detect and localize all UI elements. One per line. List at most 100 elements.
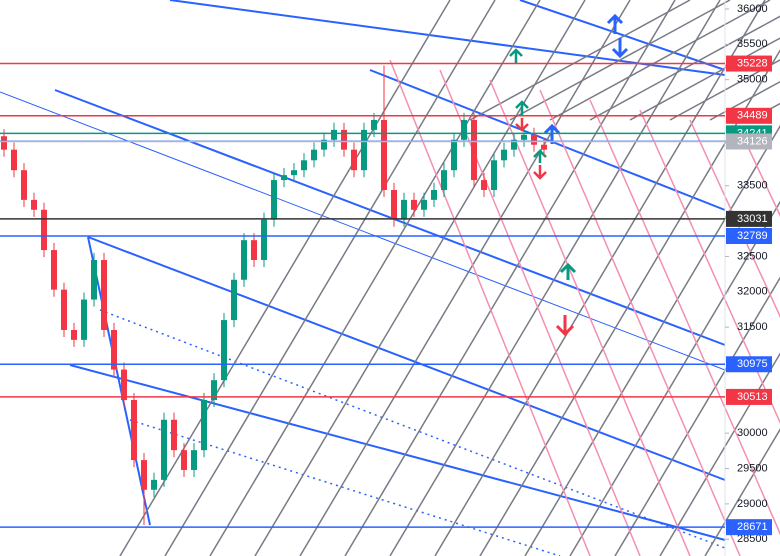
price-tag-label: 28671: [737, 521, 768, 533]
trend-line: [69, 364, 726, 541]
price-tag-label: 33031: [737, 213, 768, 225]
fan-line: [524, 124, 780, 556]
candle-body: [351, 149, 357, 171]
candle-body: [211, 380, 217, 400]
fan-line: [569, 200, 780, 556]
y-tick-label: 36000: [737, 3, 768, 15]
candle-body: [81, 299, 87, 340]
candle-body: [151, 479, 157, 490]
fan-line: [669, 59, 780, 121]
trend-line: [54, 89, 726, 346]
candle-body: [101, 259, 107, 330]
candle-body: [161, 419, 167, 480]
candle-body: [61, 289, 67, 330]
arrow-up: [559, 262, 577, 280]
candle-body: [121, 369, 127, 400]
candle-body: [91, 259, 97, 300]
y-tick-label: 29500: [737, 462, 768, 474]
y-tick-label: 29000: [737, 498, 768, 510]
fan-line: [254, 0, 586, 556]
candle-body: [191, 450, 197, 470]
y-tick-label: 35500: [737, 38, 768, 50]
candle-body: [31, 199, 37, 210]
price-tag-label: 34126: [737, 135, 768, 147]
price-tag: [726, 55, 772, 72]
candle-body: [131, 399, 137, 461]
fan-line: [344, 0, 676, 556]
fan-line: [164, 0, 496, 556]
y-tick-label: 32500: [737, 250, 768, 262]
candle-body: [181, 450, 187, 470]
candle-body: [431, 189, 437, 200]
candle-body: [401, 199, 407, 220]
price-tag-label: 30975: [737, 358, 768, 370]
fan-line: [434, 0, 766, 556]
price-tag: [726, 107, 772, 124]
candle-body: [51, 250, 57, 290]
candle-body: [281, 175, 287, 181]
fan-line: [209, 0, 541, 556]
candle-body: [321, 139, 327, 150]
candle-body: [521, 134, 527, 140]
candle-body: [71, 329, 77, 340]
trend-line: [87, 236, 726, 481]
candle-body: [11, 149, 17, 171]
fan-line: [119, 0, 451, 556]
candle-body: [141, 460, 147, 490]
candle-body: [411, 199, 417, 210]
trend-line: [0, 91, 726, 371]
candle-body: [371, 119, 377, 130]
fan-line: [389, 0, 721, 556]
candle-body: [441, 170, 447, 190]
candle-body: [361, 129, 367, 171]
arrow-down: [555, 315, 575, 337]
arrow-up: [515, 100, 529, 116]
candle-body: [331, 129, 337, 140]
y-tick-label: 33500: [737, 180, 768, 192]
arrow-up: [606, 13, 624, 34]
arrow-up: [509, 48, 523, 64]
candle-body: [511, 139, 517, 150]
candle-body: [541, 144, 547, 150]
pink-line: [589, 99, 780, 536]
candle-body: [501, 149, 507, 161]
candle-body: [231, 279, 237, 321]
fan-line: [614, 276, 780, 556]
candle-body: [1, 136, 7, 150]
pink-line: [389, 59, 591, 556]
candle-body: [291, 170, 297, 176]
fan-line: [549, 0, 771, 121]
candle-body: [171, 419, 177, 451]
arrow-down: [611, 38, 629, 59]
pink-line: [489, 79, 691, 556]
price-tag: [726, 228, 772, 245]
candle-body: [481, 180, 487, 190]
candle-body: [301, 160, 307, 171]
y-tick-label: 28500: [737, 533, 768, 545]
candle-body: [41, 209, 47, 251]
candle-body: [221, 320, 227, 381]
candle-body: [421, 199, 427, 210]
fan-line: [469, 0, 691, 121]
candle-body: [21, 170, 27, 200]
price-tag-label: 34489: [737, 110, 768, 122]
candle-body: [451, 139, 457, 171]
trend-line: [169, 0, 726, 76]
price-tag: [726, 133, 772, 150]
price-tag: [726, 210, 772, 227]
price-tag-label: 30513: [737, 391, 768, 403]
y-tick-label: 30000: [737, 427, 768, 439]
trend-line: [87, 236, 151, 526]
pink-line: [639, 109, 780, 425]
candle-body: [201, 399, 207, 451]
pink-line: [539, 89, 741, 556]
fan-line: [704, 428, 780, 556]
y-tick-label: 35000: [737, 74, 768, 86]
candle-body: [491, 160, 497, 190]
fan-line: [299, 0, 631, 556]
pink-line: [689, 119, 780, 318]
candle-body: [241, 240, 247, 280]
